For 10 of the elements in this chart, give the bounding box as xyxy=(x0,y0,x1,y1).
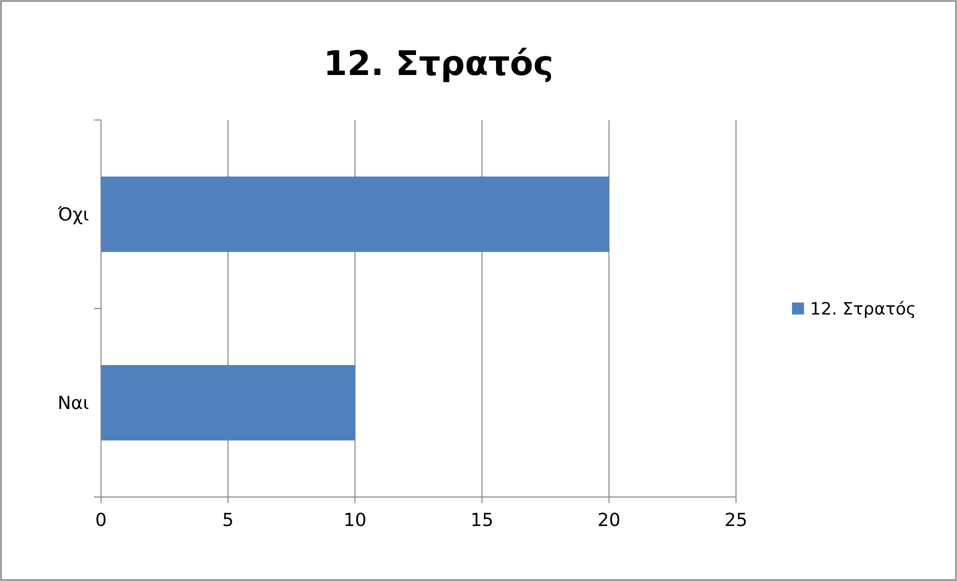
chart-title: 12. Στρατός xyxy=(324,44,554,84)
x-tick-label: 10 xyxy=(344,510,366,531)
y-tick-label: Όχι xyxy=(56,204,89,226)
y-tick-label: Ναι xyxy=(58,393,89,414)
x-tick-label: 5 xyxy=(222,510,234,531)
x-tick-label: 20 xyxy=(598,510,620,531)
x-tick-label: 25 xyxy=(724,510,748,531)
x-tick-label: 15 xyxy=(470,510,494,531)
legend-label: 12. Στρατός xyxy=(810,299,916,320)
x-tick-label: 0 xyxy=(95,510,107,531)
